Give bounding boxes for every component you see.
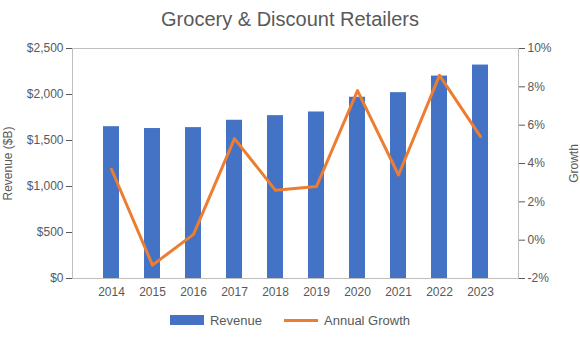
svg-text:0%: 0% — [528, 233, 546, 247]
svg-text:-2%: -2% — [528, 271, 550, 285]
svg-text:2016: 2016 — [180, 285, 207, 299]
svg-text:Revenue ($B): Revenue ($B) — [1, 126, 15, 200]
svg-text:6%: 6% — [528, 118, 546, 132]
svg-text:$500: $500 — [37, 225, 64, 239]
svg-text:10%: 10% — [528, 41, 552, 55]
html-text:Annual Growth: Annual Growth — [324, 312, 410, 328]
svg-text:2015: 2015 — [139, 285, 166, 299]
svg-text:2017: 2017 — [221, 285, 248, 299]
svg-text:$2,000: $2,000 — [27, 87, 64, 101]
svg-text:2023: 2023 — [467, 285, 494, 299]
svg-text:$1,500: $1,500 — [27, 133, 64, 147]
svg-text:8%: 8% — [528, 80, 546, 94]
svg-text:2022: 2022 — [426, 285, 453, 299]
svg-text:2018: 2018 — [262, 285, 289, 299]
svg-text:2019: 2019 — [303, 285, 330, 299]
html-text:Revenue: Revenue — [210, 312, 262, 328]
svg-text:2014: 2014 — [98, 285, 125, 299]
svg-text:2020: 2020 — [344, 285, 371, 299]
svg-text:Growth: Growth — [567, 144, 580, 183]
svg-text:2021: 2021 — [385, 285, 412, 299]
svg-text:2%: 2% — [528, 195, 546, 209]
svg-text:$1,000: $1,000 — [27, 179, 64, 193]
svg-text:$0: $0 — [50, 271, 64, 285]
svg-text:4%: 4% — [528, 156, 546, 170]
svg-text:$2,500: $2,500 — [27, 41, 64, 55]
html-text:Grocery & Discount Retailers: Grocery & Discount Retailers — [161, 8, 419, 30]
